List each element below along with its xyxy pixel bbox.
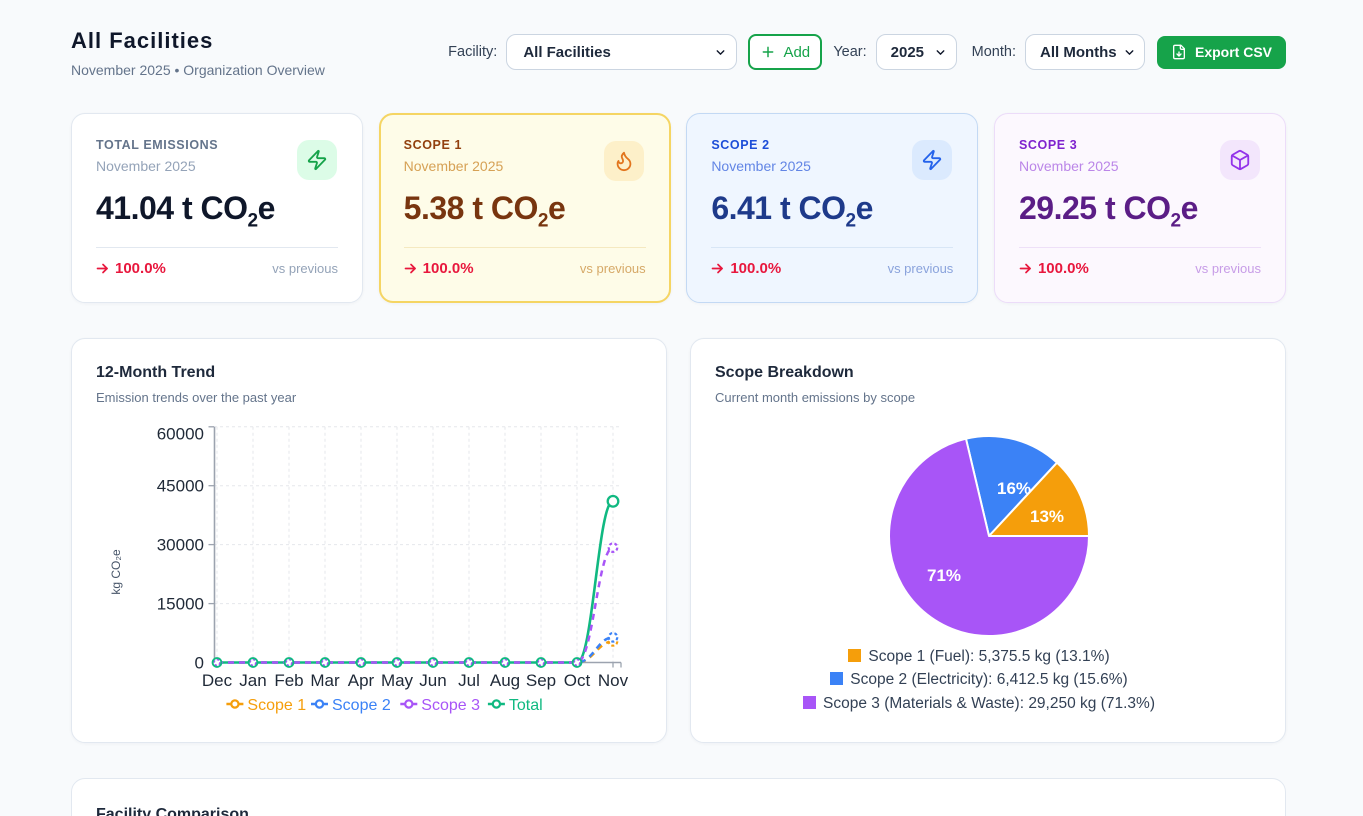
svg-text:Nov: Nov	[598, 671, 629, 690]
svg-text:30000: 30000	[157, 536, 204, 555]
svg-text:Scope 3: Scope 3	[421, 697, 480, 714]
svg-text:Oct: Oct	[564, 671, 591, 690]
svg-text:71%: 71%	[927, 566, 961, 585]
svg-text:Jan: Jan	[239, 671, 266, 690]
svg-text:Dec: Dec	[202, 671, 233, 690]
svg-text:13%: 13%	[1030, 507, 1064, 526]
svg-text:Total: Total	[509, 697, 543, 714]
svg-text:Apr: Apr	[348, 671, 375, 690]
svg-text:Jun: Jun	[419, 671, 446, 690]
svg-text:Sep: Sep	[526, 671, 556, 690]
svg-text:Scope 1: Scope 1	[247, 697, 306, 714]
svg-text:45000: 45000	[157, 477, 204, 496]
svg-text:Scope 2: Scope 2	[332, 697, 391, 714]
svg-text:kg CO₂e: kg CO₂e	[109, 549, 123, 595]
svg-text:15000: 15000	[157, 595, 204, 614]
svg-text:Feb: Feb	[274, 671, 303, 690]
svg-text:Mar: Mar	[310, 671, 340, 690]
svg-text:60000: 60000	[157, 424, 204, 443]
svg-text:0: 0	[195, 654, 204, 673]
svg-text:Jul: Jul	[458, 671, 480, 690]
svg-text:May: May	[381, 671, 414, 690]
svg-text:16%: 16%	[997, 479, 1031, 498]
svg-text:Aug: Aug	[490, 671, 520, 690]
